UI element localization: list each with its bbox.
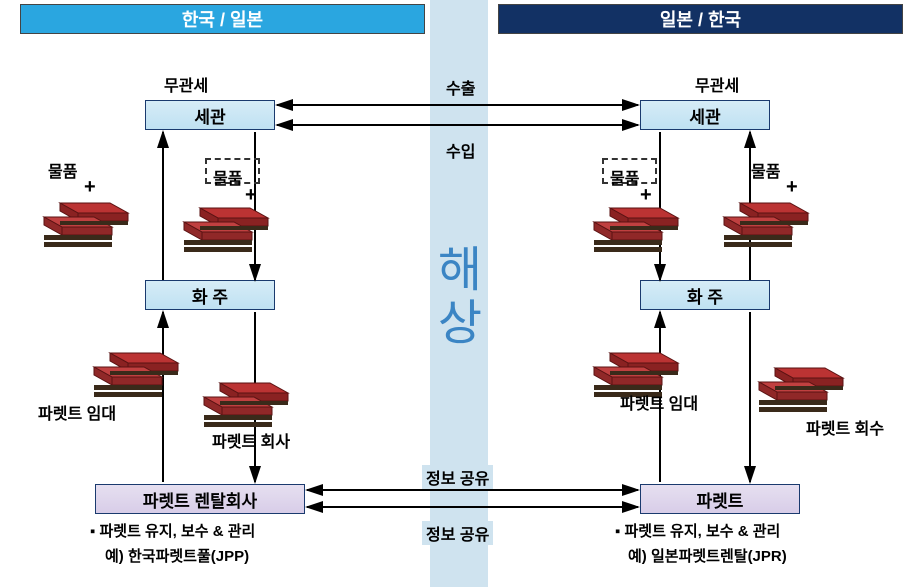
bullet-right-2: 예) 일본파렛트렌탈(JPR) <box>628 545 787 566</box>
pallet-icon <box>40 195 135 260</box>
box-shipper-right: 화 주 <box>640 280 770 310</box>
box-customs-right-text: 세관 <box>689 103 720 128</box>
label-duty_free_r: 무관세 <box>695 72 739 96</box>
bullet-left-2: 예) 한국파렛트풀(JPP) <box>105 545 249 566</box>
pallet-icon <box>180 200 275 265</box>
pallet-icon <box>590 200 685 265</box>
label-import: 수입 <box>442 138 479 162</box>
box-rental-left: 파렛트 렌탈회사 <box>95 484 305 514</box>
header-left-text: 한국 / 일본 <box>182 6 263 32</box>
box-customs-right: 세관 <box>640 100 770 130</box>
label-info2: 정보 공유 <box>422 521 493 545</box>
header-left: 한국 / 일본 <box>20 4 425 34</box>
box-customs-left: 세관 <box>145 100 275 130</box>
box-shipper-left-text: 화 주 <box>192 283 228 308</box>
box-rental-left-text: 파렛트 렌탈회사 <box>143 487 257 512</box>
label-goods_l1: 물품 <box>48 158 77 182</box>
bullet-right-1: ▪ 파렛트 유지, 보수 & 관리 <box>615 520 780 541</box>
bullet-left-1: ▪ 파렛트 유지, 보수 & 관리 <box>90 520 255 541</box>
diagram-canvas: { "headers": { "left": { "text": "한국 / 일… <box>0 0 916 587</box>
label-rent_l: 파렛트 임대 <box>38 400 116 424</box>
box-customs-left-text: 세관 <box>194 103 225 128</box>
box-rental-right: 파렛트 <box>640 484 800 514</box>
sea-label-2: 상 <box>430 298 490 351</box>
label-recov_r: 파렛트 회수 <box>806 415 884 439</box>
sea-label-1: 해 <box>430 245 490 298</box>
box-shipper-left: 화 주 <box>145 280 275 310</box>
label-goods_l2: 물품 <box>213 165 242 189</box>
label-rent_r: 파렛트 임대 <box>620 390 698 414</box>
label-goods_r2: 물품 <box>751 158 780 182</box>
pallet-icon <box>720 195 815 260</box>
label-recov_l: 파렛트 회사 <box>212 428 290 452</box>
label-info1: 정보 공유 <box>422 465 493 489</box>
label-export: 수출 <box>442 75 479 99</box>
box-shipper-right-text: 화 주 <box>687 283 723 308</box>
sea-label: 해 상 <box>430 245 490 351</box>
header-right-text: 일본 / 한국 <box>660 6 741 32</box>
label-duty_free_l: 무관세 <box>164 72 208 96</box>
box-rental-right-text: 파렛트 <box>697 487 744 512</box>
header-right: 일본 / 한국 <box>498 4 903 34</box>
label-goods_r1: 물품 <box>610 165 639 189</box>
